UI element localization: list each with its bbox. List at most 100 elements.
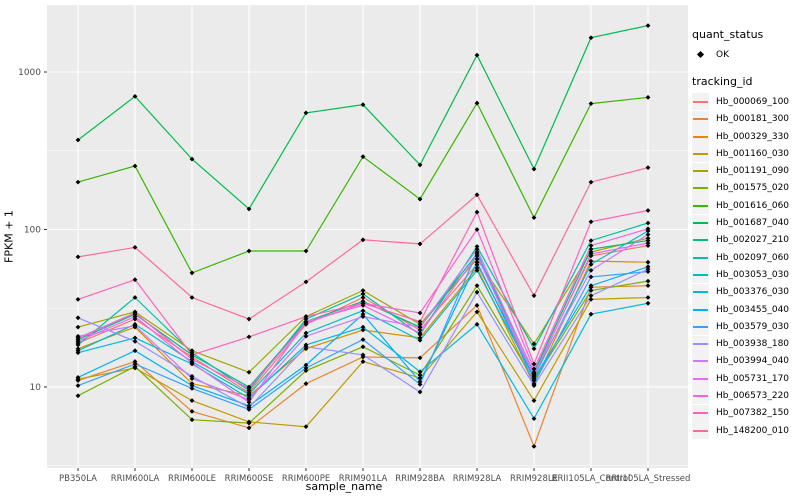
data-point bbox=[303, 314, 309, 319]
data-point bbox=[189, 356, 195, 362]
data-point bbox=[417, 381, 423, 387]
legend-item-label: Hb_001687_040 bbox=[716, 218, 790, 229]
data-point bbox=[645, 220, 651, 226]
data-point bbox=[132, 359, 138, 364]
x-tick-label: RRIM600SE bbox=[225, 474, 274, 484]
legend-item-label: Hb_003455_040 bbox=[716, 304, 790, 315]
data-point bbox=[360, 308, 366, 314]
data-point bbox=[75, 324, 81, 330]
legend-item-hb_007382_150: Hb_007382_150 bbox=[692, 404, 798, 422]
data-point bbox=[360, 237, 366, 243]
data-point bbox=[132, 361, 138, 367]
data-point bbox=[303, 330, 309, 336]
data-point bbox=[474, 100, 480, 106]
data-point bbox=[303, 110, 309, 116]
data-point bbox=[645, 269, 651, 275]
legend-item-label: Hb_003376_030 bbox=[716, 287, 790, 298]
data-point bbox=[132, 323, 138, 329]
data-point bbox=[645, 243, 651, 249]
data-point bbox=[246, 399, 252, 405]
data-point bbox=[531, 366, 537, 372]
data-point bbox=[303, 365, 309, 371]
data-point bbox=[417, 310, 423, 316]
series-line-icon bbox=[692, 179, 709, 197]
legend-tracking-id-title: tracking_id bbox=[692, 75, 753, 89]
data-point bbox=[360, 291, 366, 297]
series-line-icon bbox=[692, 370, 709, 388]
data-point bbox=[132, 338, 138, 344]
x-tick-label: RRIM901LA bbox=[339, 474, 388, 484]
data-point bbox=[588, 219, 594, 225]
data-point bbox=[75, 375, 81, 380]
data-point bbox=[531, 166, 537, 172]
legend-item-hb_001160_030: Hb_001160_030 bbox=[692, 145, 798, 163]
data-point bbox=[303, 279, 309, 285]
data-point bbox=[531, 398, 537, 403]
data-point bbox=[360, 314, 366, 319]
data-point bbox=[360, 337, 366, 342]
x-tick-label: RRIM928LE bbox=[510, 474, 558, 484]
ok-diamond-icon bbox=[692, 46, 709, 63]
legend-item-hb_148200_010: Hb_148200_010 bbox=[692, 422, 798, 440]
data-point bbox=[132, 277, 138, 283]
series-line-icon bbox=[692, 214, 709, 232]
data-point bbox=[246, 316, 252, 322]
legend-item-label: Hb_003938_180 bbox=[716, 339, 790, 350]
legend-item-label: Hb_001160_030 bbox=[716, 148, 790, 159]
y-axis-title: FPKM + 1 bbox=[2, 210, 16, 263]
data-point bbox=[531, 346, 537, 352]
legend-item-label: Hb_000069_100 bbox=[716, 96, 790, 107]
data-point bbox=[474, 265, 480, 271]
data-point bbox=[474, 309, 480, 315]
data-point bbox=[474, 259, 480, 265]
data-point bbox=[75, 383, 81, 389]
data-point bbox=[417, 241, 423, 247]
data-point bbox=[588, 262, 594, 267]
data-point bbox=[645, 23, 651, 29]
data-point bbox=[246, 248, 252, 254]
plot-panel bbox=[47, 5, 688, 468]
data-point bbox=[132, 316, 138, 322]
data-point bbox=[474, 283, 480, 289]
legend-item-label: Hb_003053_030 bbox=[716, 269, 790, 280]
data-point bbox=[531, 373, 537, 379]
data-point bbox=[588, 296, 594, 302]
data-point bbox=[246, 334, 252, 340]
data-point bbox=[531, 443, 537, 449]
data-point bbox=[360, 295, 366, 300]
data-point bbox=[132, 93, 138, 99]
x-tick-label: PB350LA bbox=[59, 474, 97, 484]
series-line-icon bbox=[692, 266, 709, 284]
data-point bbox=[474, 244, 480, 249]
legend-item-hb_003053_030: Hb_003053_030 bbox=[692, 266, 798, 284]
legend-item-hb_003579_030: Hb_003579_030 bbox=[692, 318, 798, 336]
data-point bbox=[132, 163, 138, 169]
data-point bbox=[246, 420, 252, 426]
data-point bbox=[189, 295, 195, 300]
data-point bbox=[588, 251, 594, 257]
data-point bbox=[75, 342, 81, 348]
y-tick-label: 10 bbox=[30, 383, 42, 393]
series-line-icon bbox=[692, 231, 709, 249]
data-point bbox=[474, 302, 480, 308]
legend-item-hb_003455_040: Hb_003455_040 bbox=[692, 301, 798, 318]
series-line-icon bbox=[692, 387, 709, 405]
data-point bbox=[417, 321, 423, 327]
data-point bbox=[531, 361, 537, 367]
legend-item-ok: OK bbox=[692, 46, 798, 63]
data-point bbox=[303, 248, 309, 254]
data-point bbox=[360, 311, 366, 317]
data-point bbox=[417, 330, 423, 336]
series-line-icon bbox=[692, 93, 709, 111]
series-line-icon bbox=[692, 197, 709, 215]
data-point bbox=[75, 254, 81, 260]
legend-tracking-id: tracking_id Hb_000069_100 Hb_000181_300 Hb… bbox=[692, 75, 798, 440]
legend-item-hb_000069_100: Hb_000069_100 bbox=[692, 93, 798, 111]
data-point bbox=[189, 383, 195, 389]
data-point bbox=[588, 243, 594, 249]
data-point bbox=[474, 249, 480, 255]
legend-item-label: Hb_005731_170 bbox=[716, 373, 790, 384]
data-point bbox=[588, 288, 594, 293]
series-line-icon bbox=[692, 162, 709, 180]
